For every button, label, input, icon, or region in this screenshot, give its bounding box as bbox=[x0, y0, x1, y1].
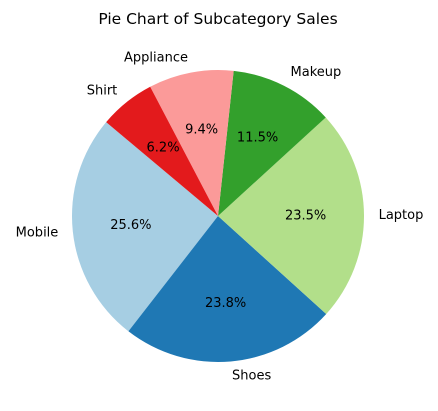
category-label-appliance: Appliance bbox=[124, 51, 188, 66]
category-label-mobile: Mobile bbox=[16, 226, 59, 241]
category-label-makeup: Makeup bbox=[291, 65, 342, 80]
category-label-laptop: Laptop bbox=[379, 208, 424, 223]
pie-slices bbox=[72, 69, 365, 363]
pie-slice-shirt bbox=[106, 86, 218, 217]
pie-slice-makeup bbox=[218, 70, 326, 216]
pct-label-laptop: 23.5% bbox=[285, 208, 326, 223]
pct-label-appliance: 9.4% bbox=[185, 122, 218, 137]
pct-label-shoes: 23.8% bbox=[205, 296, 246, 311]
category-label-shirt: Shirt bbox=[87, 83, 118, 98]
category-label-shoes: Shoes bbox=[232, 368, 271, 383]
chart-title: Pie Chart of Subcategory Sales bbox=[98, 10, 337, 28]
pie-slice-appliance bbox=[150, 69, 234, 216]
pie-slice-mobile bbox=[72, 122, 218, 332]
pct-label-shirt: 6.2% bbox=[147, 140, 180, 155]
pie-slice-shoes bbox=[128, 216, 327, 363]
pie-labels: 25.6% Mobile 23.8% Shoes 23.5% Laptop 11.5% Mak… bbox=[16, 51, 424, 384]
pie-slice-laptop bbox=[218, 117, 365, 314]
pct-label-makeup: 11.5% bbox=[237, 130, 278, 145]
pct-label-mobile: 25.6% bbox=[110, 218, 151, 233]
